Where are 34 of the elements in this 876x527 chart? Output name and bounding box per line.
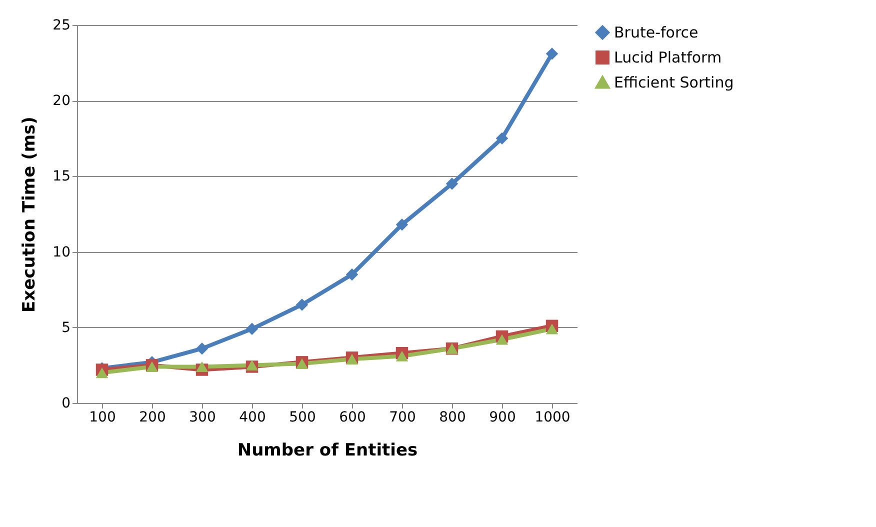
legend-label: Lucid Platform (614, 48, 722, 66)
x-tick-label: 600 (339, 410, 366, 426)
point (396, 350, 408, 362)
y-tick-label: 5 (62, 320, 70, 336)
legend-label: Efficient Sorting (614, 74, 734, 92)
point (546, 324, 558, 334)
x-tick-label: 300 (189, 410, 216, 426)
point (496, 334, 508, 345)
x-tick-label: 400 (239, 410, 266, 426)
point (496, 132, 508, 145)
y-axis-title: Execution Time (ms) (20, 116, 40, 312)
point (346, 268, 358, 281)
y-tick-label: 0 (62, 396, 70, 412)
x-tick-label: 1000 (534, 410, 570, 426)
x-tick-label: 500 (289, 410, 316, 426)
point (196, 361, 208, 372)
point (246, 322, 258, 336)
point (396, 218, 408, 231)
y-tick-label: 25 (52, 18, 70, 34)
legend-label: Brute-force (614, 24, 698, 42)
point (196, 342, 208, 355)
point (446, 178, 458, 190)
x-tick-label: 800 (439, 410, 466, 426)
x-axis-title: Number of Entities (237, 440, 418, 460)
point (96, 367, 108, 378)
y-tick-label: 15 (52, 168, 70, 185)
x-tick-label: 700 (389, 410, 416, 426)
y-tick-label: 10 (52, 244, 70, 260)
x-tick-label: 900 (489, 410, 516, 426)
point (546, 48, 558, 60)
x-tick-label: 200 (139, 410, 166, 426)
x-tick-label: 100 (89, 410, 116, 426)
point (296, 298, 308, 311)
y-tick-label: 20 (52, 93, 70, 110)
